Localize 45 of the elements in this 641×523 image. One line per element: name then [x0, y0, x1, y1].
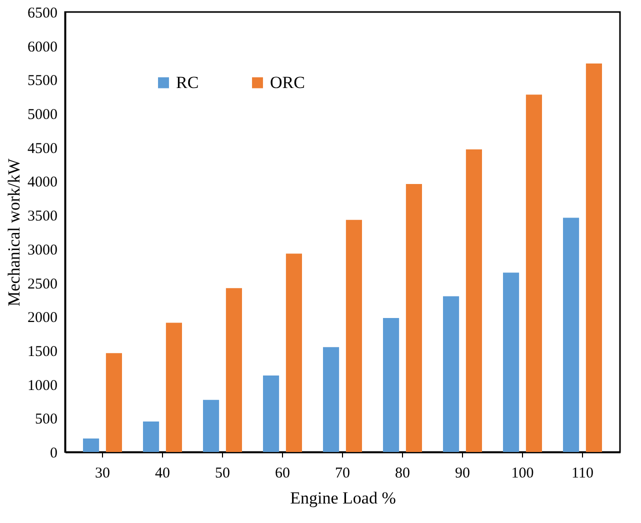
bar [563, 218, 580, 452]
x-tick-label: 40 [155, 466, 170, 482]
y-tick-label: 1500 [28, 344, 58, 360]
bar [226, 288, 242, 452]
bar [263, 376, 280, 452]
y-tick-label: 2500 [28, 276, 58, 292]
y-tick-label: 0 [50, 446, 58, 462]
y-tick-label: 3000 [28, 242, 58, 258]
bar [83, 438, 100, 452]
y-tick-label: 2000 [28, 310, 58, 326]
bar [383, 318, 400, 452]
bar [166, 322, 182, 452]
legend-label: RC [176, 72, 199, 92]
bar [106, 353, 122, 452]
y-tick-label: 6500 [28, 6, 58, 22]
x-tick-label: 110 [572, 466, 594, 482]
x-tick-label: 30 [95, 466, 110, 482]
bar [443, 296, 460, 452]
bar [466, 149, 482, 452]
y-axis-title: Mechanical work/kW [4, 158, 24, 306]
x-tick-label: 80 [395, 466, 410, 482]
y-tick-label: 500 [35, 412, 58, 428]
y-tick-label: 3500 [28, 208, 58, 225]
x-tick-label: 60 [275, 466, 290, 482]
x-tick-label: 100 [511, 466, 534, 482]
y-tick-label: 5000 [28, 107, 58, 124]
bar [203, 400, 220, 452]
y-tick-label: 1000 [28, 378, 58, 394]
bar [323, 347, 340, 452]
legend-label: ORC [270, 72, 305, 92]
bar [143, 422, 160, 452]
y-tick-label: 5500 [28, 73, 58, 90]
bar [586, 63, 602, 452]
x-tick-label: 70 [335, 466, 350, 482]
x-axis-title: Engine Load % [290, 488, 396, 508]
bar [346, 220, 362, 452]
bar [503, 272, 520, 452]
y-tick-label: 6000 [28, 39, 58, 56]
y-tick-label: 4000 [28, 174, 58, 191]
x-tick-label: 50 [215, 466, 230, 482]
bar [406, 184, 422, 452]
bar [526, 94, 542, 452]
bar [286, 254, 302, 452]
y-tick-label: 4500 [28, 140, 58, 157]
x-tick-label: 90 [455, 466, 470, 482]
